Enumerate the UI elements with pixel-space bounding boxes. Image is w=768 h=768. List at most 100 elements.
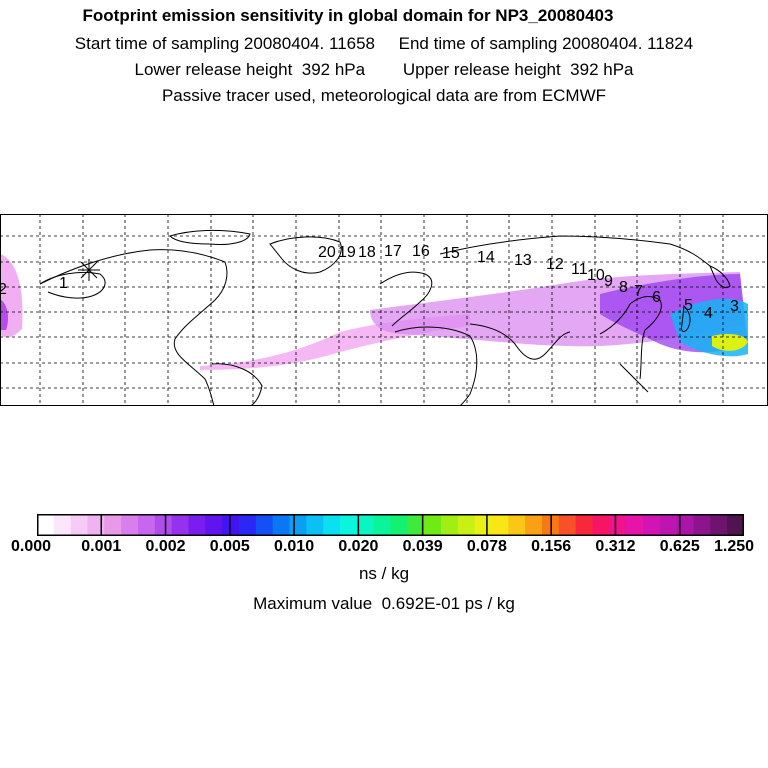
- colorbar-frame: [37, 514, 744, 536]
- maximum-value: Maximum value 0.692E-01 ps / kg: [253, 594, 515, 613]
- trajectory-label: 6: [652, 289, 661, 306]
- trajectory-label: 19: [338, 244, 356, 261]
- trajectory-label: 12: [546, 256, 564, 273]
- colorbar-swatch: [390, 514, 408, 536]
- colorbar-swatch: [592, 514, 610, 536]
- colorbar-swatch: [138, 514, 156, 536]
- colorbar-swatch: [323, 514, 341, 536]
- tracer-info: Passive tracer used, meteorological data…: [161, 86, 607, 105]
- coastlines: [39, 229, 731, 406]
- colorbar-swatch: [643, 514, 661, 536]
- trajectory-label: 2: [0, 281, 7, 298]
- footprint-map: 20 19 18 17 16 15 14 13 12 11 10 9 8 7 6…: [0, 214, 768, 406]
- colorbar-swatch: [222, 514, 240, 536]
- trajectory-label: 13: [514, 252, 532, 269]
- colorbar-swatch: [457, 514, 476, 536]
- colorbar-tick-label: 0.156: [531, 538, 572, 555]
- coast-arctic-islands: [169, 229, 251, 245]
- colorbar-swatch: [727, 514, 745, 536]
- colorbar-swatch: [171, 514, 190, 536]
- colorbar-swatch: [710, 514, 728, 536]
- colorbar-tick-label: 0.039: [402, 538, 443, 555]
- colorbar-tick-label: 0.005: [209, 538, 250, 555]
- colorbar-tick-label: 1.250: [713, 538, 755, 555]
- colorbar-swatch: [693, 514, 711, 536]
- trajectory-label: 15: [442, 245, 460, 262]
- colorbar-swatch: [37, 514, 55, 536]
- release-point-marker: [78, 259, 100, 281]
- graticule: [0, 214, 768, 406]
- plume-pacific-west-core: [0, 299, 8, 330]
- colorbar-swatch: [575, 514, 594, 536]
- colorbar-tick-label: 0.625: [659, 538, 700, 555]
- trajectory-label: 3: [730, 298, 739, 315]
- trajectory-label: 14: [477, 249, 495, 266]
- coast-alaska: [39, 271, 106, 299]
- coast-arabia-india: [469, 323, 571, 360]
- colorbar-swatch: [558, 514, 577, 536]
- colorbar-tick-label: 0.312: [595, 538, 636, 555]
- colorbar: [37, 514, 745, 536]
- coast-africa: [394, 326, 478, 406]
- colorbar-swatch: [306, 514, 324, 536]
- coast-kamchatka: [709, 265, 731, 289]
- colorbar-swatch: [205, 514, 223, 536]
- colorbar-tick-label: 0.020: [338, 538, 379, 555]
- colorbar-swatch: [676, 514, 695, 536]
- release-height-info: Lower release height 392 hPa Upper relea…: [134, 60, 634, 79]
- colorbar-units: ns / kg: [358, 564, 410, 583]
- colorbar-swatch: [272, 514, 291, 536]
- colorbar-swatch: [407, 514, 425, 536]
- trajectory-label: 16: [412, 243, 430, 260]
- colorbar-swatch: [474, 514, 493, 536]
- colorbar-swatch: [491, 514, 509, 536]
- trajectory-label: 9: [604, 273, 613, 290]
- colorbar-swatch: [373, 514, 392, 536]
- colorbar-swatch: [121, 514, 139, 536]
- trajectory-label: 8: [619, 279, 628, 296]
- trajectory-label: 7: [634, 283, 643, 300]
- colorbar-swatch: [356, 514, 375, 536]
- colorbar-swatch: [53, 514, 72, 536]
- colorbar-swatch: [626, 514, 644, 536]
- colorbar-swatch: [70, 514, 89, 536]
- colorbar-swatch: [441, 514, 459, 536]
- colorbar-swatch: [104, 514, 122, 536]
- colorbar-tick-label: 0.000: [10, 538, 52, 555]
- coast-southeast-asia: [619, 363, 649, 393]
- plume-max-region: [712, 334, 748, 351]
- trajectory-label: 11: [571, 261, 588, 278]
- trajectory-label: 20: [318, 244, 336, 261]
- coast-eurasia-north: [439, 235, 711, 267]
- colorbar-swatch: [289, 514, 307, 536]
- colorbar-swatch: [525, 514, 543, 536]
- trajectory-label: 4: [704, 305, 713, 322]
- colorbar-swatch: [255, 514, 274, 536]
- colorbar-tick-label: 0.002: [145, 538, 186, 555]
- trajectory-label: 5: [684, 297, 693, 314]
- coast-east-asia: [599, 296, 662, 380]
- colorbar-tick-label: 0.078: [466, 538, 507, 555]
- colorbar-swatch: [659, 514, 678, 536]
- colorbar-swatch: [340, 514, 358, 536]
- trajectory-label: 18: [358, 244, 376, 261]
- colorbar-swatch: [239, 514, 257, 536]
- coast-europe: [379, 271, 433, 327]
- colorbar-tick-label: 0.010: [274, 538, 315, 555]
- colorbar-swatch: [609, 514, 627, 536]
- colorbar-swatch: [154, 514, 173, 536]
- map-title: Footprint emission sensitivity in global…: [82, 6, 614, 25]
- colorbar-swatch: [424, 514, 442, 536]
- coast-greenland: [269, 236, 342, 274]
- sampling-time-info: Start time of sampling 20080404. 11658 E…: [74, 34, 694, 53]
- colorbar-tick-labels: 0.000 0.001 0.002 0.005 0.010 0.020 0.039 0.078…: [0, 538, 768, 558]
- trajectory-label: 1: [59, 275, 68, 292]
- colorbar-swatch: [508, 514, 526, 536]
- colorbar-swatch: [188, 514, 206, 536]
- coast-north-america: [39, 249, 228, 406]
- trajectory-label: 17: [384, 243, 402, 260]
- trajectory-label: 10: [587, 267, 605, 284]
- coast-japan: [681, 304, 691, 332]
- colorbar-swatch: [87, 514, 105, 536]
- colorbar-tick-label: 0.001: [81, 538, 122, 555]
